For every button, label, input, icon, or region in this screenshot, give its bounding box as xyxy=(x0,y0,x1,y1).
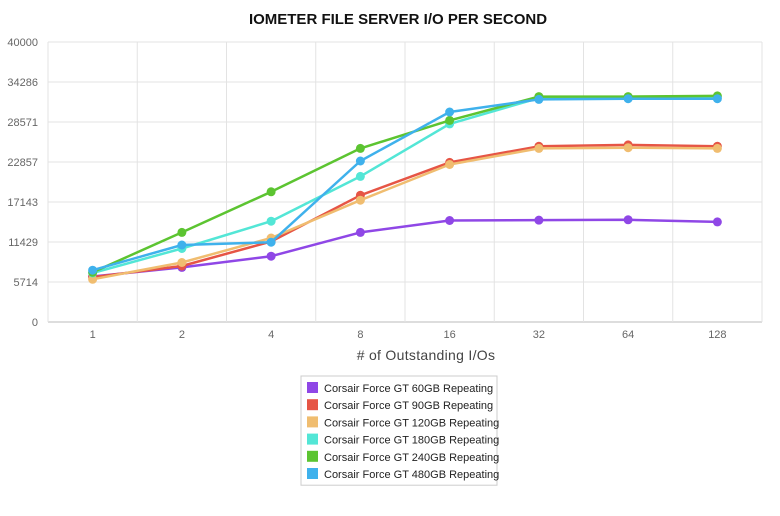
data-point xyxy=(445,160,455,169)
data-point xyxy=(623,143,633,153)
data-point xyxy=(266,251,276,261)
data-point xyxy=(712,94,722,104)
y-tick-label: 11429 xyxy=(8,237,38,249)
series-line xyxy=(92,94,718,274)
data-point xyxy=(445,115,455,125)
data-point xyxy=(355,156,365,166)
data-point xyxy=(266,187,276,197)
data-point xyxy=(266,216,276,226)
series-3 xyxy=(88,143,722,284)
chart-title: IOMETER FILE SERVER I/O PER SECOND xyxy=(249,11,547,28)
y-tick-label: 5714 xyxy=(14,277,38,289)
legend: Corsair Force GT 60GB Repeating Corsair F… xyxy=(300,375,499,486)
x-tick-label: 16 xyxy=(444,329,456,341)
legend-label: Corsair Force GT 120GB Repeating xyxy=(324,417,499,429)
data-point xyxy=(88,265,98,275)
legend-swatch xyxy=(307,399,318,411)
legend-box xyxy=(300,375,498,486)
x-tick-label: 2 xyxy=(179,329,185,341)
legend-swatch xyxy=(307,468,318,479)
x-tick-label: 64 xyxy=(622,329,634,341)
legend-label: Corsair Force GT 180GB Repeating xyxy=(324,435,499,447)
data-point xyxy=(266,237,276,247)
legend-label: Corsair Force GT 240GB Repeating xyxy=(324,452,499,464)
x-axis-label: # of Outstanding I/Os xyxy=(357,347,496,363)
x-axis-ticks: 1 2 4 8 16 32 64 128 xyxy=(90,329,727,341)
data-point xyxy=(355,195,365,205)
data-point xyxy=(712,143,722,153)
data-point xyxy=(355,143,365,153)
y-axis-ticks: 0 5714 11429 17143 22857 28571 34286 40000 xyxy=(7,37,38,329)
data-point xyxy=(88,274,98,284)
data-point xyxy=(712,217,722,227)
series-line xyxy=(92,97,718,272)
data-point xyxy=(355,171,365,181)
legend-swatch xyxy=(307,450,318,462)
x-tick-label: 1 xyxy=(90,329,96,341)
x-tick-label: 4 xyxy=(268,329,274,341)
series-line xyxy=(92,218,718,278)
legend-item: Corsair Force GT 90GB Repeating xyxy=(307,399,493,412)
legend-item: Corsair Force GT 60GB Repeating xyxy=(307,382,493,395)
series-line xyxy=(92,143,718,279)
legend-item: Corsair Force GT 240GB Repeating xyxy=(307,450,499,464)
data-point xyxy=(177,258,187,267)
y-tick-label: 22857 xyxy=(7,157,38,169)
data-point xyxy=(445,107,455,117)
y-tick-label: 40000 xyxy=(7,37,38,49)
legend-item: Corsair Force GT 120GB Repeating xyxy=(307,416,499,429)
legend-label: Corsair Force GT 60GB Repeating xyxy=(324,383,493,395)
y-tick-label: 0 xyxy=(32,317,38,329)
data-point xyxy=(355,227,365,237)
y-tick-label: 17143 xyxy=(7,197,38,209)
data-point xyxy=(623,94,633,104)
legend-label: Corsair Force GT 480GB Repeating xyxy=(324,469,499,481)
legend-swatch xyxy=(307,382,318,393)
data-point xyxy=(177,240,187,250)
legend-swatch xyxy=(307,433,318,445)
series-lines xyxy=(88,91,722,284)
legend-swatch xyxy=(307,416,318,428)
data-point xyxy=(623,215,633,225)
data-point xyxy=(534,143,544,153)
x-tick-label: 32 xyxy=(533,329,545,341)
data-point xyxy=(445,216,455,225)
data-point xyxy=(534,94,544,104)
series-1 xyxy=(88,215,722,281)
series-line xyxy=(92,146,718,281)
legend-label: Corsair Force GT 90GB Repeating xyxy=(324,400,493,412)
legend-item: Corsair Force GT 480GB Repeating xyxy=(307,468,499,481)
y-tick-label: 28571 xyxy=(7,117,38,129)
x-tick-label: 128 xyxy=(708,329,726,341)
x-tick-label: 8 xyxy=(357,329,363,341)
data-point xyxy=(177,227,187,237)
legend-item: Corsair Force GT 180GB Repeating xyxy=(307,433,499,447)
y-tick-label: 34286 xyxy=(7,77,38,89)
series-6 xyxy=(88,94,722,275)
data-point xyxy=(534,215,544,225)
